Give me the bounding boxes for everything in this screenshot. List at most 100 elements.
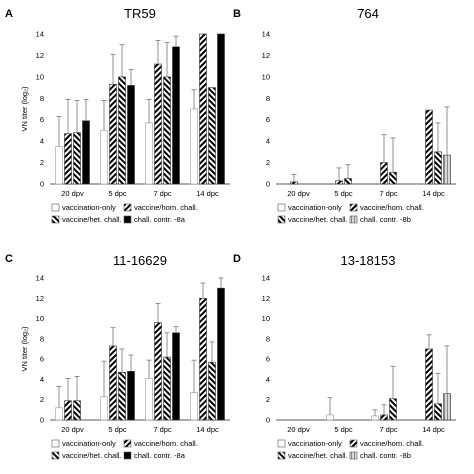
bar — [154, 322, 162, 421]
bar — [127, 85, 135, 185]
y-tick-label: 12 — [262, 294, 270, 303]
chart-panel-b: B 764 0 2 4 6 8 10 12 14 20 dpv 5 dpc 7 dpc 14 dpc vac… — [233, 6, 456, 224]
panel-letter: C — [5, 253, 13, 265]
legend-entry: vaccine/hom. chall. — [360, 439, 424, 448]
legend-swatch — [51, 203, 60, 212]
legend-entry: vaccine/het. chall. — [62, 451, 122, 460]
y-tick-label: 14 — [262, 274, 270, 283]
bar — [380, 162, 388, 185]
legend-swatch — [51, 215, 60, 224]
bar — [208, 361, 216, 421]
y-tick-label: 8 — [40, 334, 44, 343]
y-tick-label: 2 — [40, 158, 44, 167]
bar — [154, 63, 162, 185]
legend-swatch — [123, 203, 132, 212]
bar — [217, 33, 225, 185]
bar — [199, 33, 207, 185]
legend-swatch — [349, 451, 358, 460]
y-tick-label: 6 — [266, 355, 270, 364]
y-tick-label: 10 — [262, 72, 270, 81]
y-tick-label: 6 — [40, 355, 44, 364]
x-tick-label: 5 dpc — [334, 425, 353, 434]
legend-entry: vaccine/hom. chall. — [360, 203, 424, 212]
bar — [425, 109, 433, 185]
bar — [443, 154, 451, 185]
bar — [64, 133, 72, 185]
bar — [389, 398, 397, 421]
x-tick-label: 7 dpc — [153, 425, 172, 434]
legend-swatch — [349, 215, 358, 224]
legend-entry: vaccination-only — [62, 439, 116, 448]
legend-entry: vaccine/het. chall. — [288, 215, 348, 224]
y-tick-label: 0 — [266, 416, 270, 425]
bar — [127, 371, 135, 421]
x-tick-label: 5 dpc — [334, 189, 353, 198]
legend-entry: vaccination-only — [62, 203, 116, 212]
chart-panel-c: C 11-16629 VN titer (log₂) 0 2 4 6 8 10 12 14 20 dp… — [5, 253, 230, 460]
bar — [73, 132, 81, 185]
legend-swatch — [51, 439, 60, 448]
x-tick-label: 14 dpc — [196, 425, 219, 434]
y-tick-label: 0 — [266, 180, 270, 189]
panel-title: TR59 — [124, 6, 156, 21]
bar — [145, 378, 153, 421]
bar — [290, 181, 298, 185]
x-tick-label: 14 dpc — [422, 425, 445, 434]
panel-letter: B — [233, 8, 241, 20]
bar — [434, 403, 442, 421]
bar — [389, 171, 397, 185]
bar — [118, 76, 126, 185]
chart-panel-a: A TR59 VN titer (log₂) 0 2 4 6 8 10 12 14 20 dpv 5 d… — [5, 6, 230, 224]
y-tick-label: 4 — [40, 375, 44, 384]
legend-entry: chall. contr. -8a — [134, 215, 186, 224]
bar — [190, 108, 198, 185]
bar — [64, 400, 72, 421]
y-tick-label: 0 — [40, 416, 44, 425]
bar — [371, 415, 379, 421]
legend-swatch — [277, 451, 286, 460]
y-tick-label: 6 — [266, 115, 270, 124]
panel-title: 764 — [357, 6, 379, 21]
x-tick-label: 20 dpv — [287, 425, 310, 434]
y-tick-label: 2 — [266, 395, 270, 404]
bar — [344, 178, 352, 185]
panel-title: 11-16629 — [113, 253, 167, 268]
bar — [73, 400, 81, 421]
x-tick-label: 7 dpc — [379, 189, 398, 198]
x-tick-label: 20 dpv — [61, 189, 84, 198]
y-tick-label: 0 — [40, 180, 44, 189]
y-tick-label: 12 — [36, 294, 44, 303]
x-tick-label: 5 dpc — [108, 189, 127, 198]
legend-swatch — [51, 451, 60, 460]
bar — [434, 151, 442, 185]
chart-panel-d: D 13-18153 0 2 4 6 8 10 12 14 20 dpv 5 dpc 7 dpc 14 d… — [233, 253, 456, 460]
legend-swatch — [349, 203, 358, 212]
legend-entry: chall. contr. -8b — [360, 451, 411, 460]
x-tick-label: 5 dpc — [108, 425, 127, 434]
y-tick-label: 8 — [266, 334, 270, 343]
y-tick-label: 14 — [36, 30, 44, 39]
legend-entry: vaccine/het. chall. — [288, 451, 348, 460]
x-tick-label: 14 dpc — [422, 189, 445, 198]
bar — [425, 348, 433, 421]
x-tick-label: 7 dpc — [379, 425, 398, 434]
bar — [326, 414, 334, 421]
legend-swatch — [123, 451, 132, 460]
y-tick-label: 10 — [262, 314, 270, 323]
bar — [118, 372, 126, 421]
legend-entry: chall. contr. -8b — [360, 215, 411, 224]
panel-title: 13-18153 — [341, 253, 396, 268]
y-tick-label: 10 — [36, 314, 44, 323]
bar — [443, 393, 451, 421]
panel-letter: A — [5, 8, 13, 20]
bar — [208, 87, 216, 185]
legend-entry: vaccine/het. chall. — [62, 215, 122, 224]
y-tick-label: 8 — [40, 94, 44, 103]
legend-swatch — [277, 439, 286, 448]
bar — [163, 76, 171, 185]
bar — [199, 297, 207, 421]
y-tick-label: 4 — [266, 375, 270, 384]
legend-entry: vaccine/hom. chall. — [134, 203, 198, 212]
bar — [172, 46, 180, 185]
x-tick-label: 20 dpv — [287, 189, 310, 198]
